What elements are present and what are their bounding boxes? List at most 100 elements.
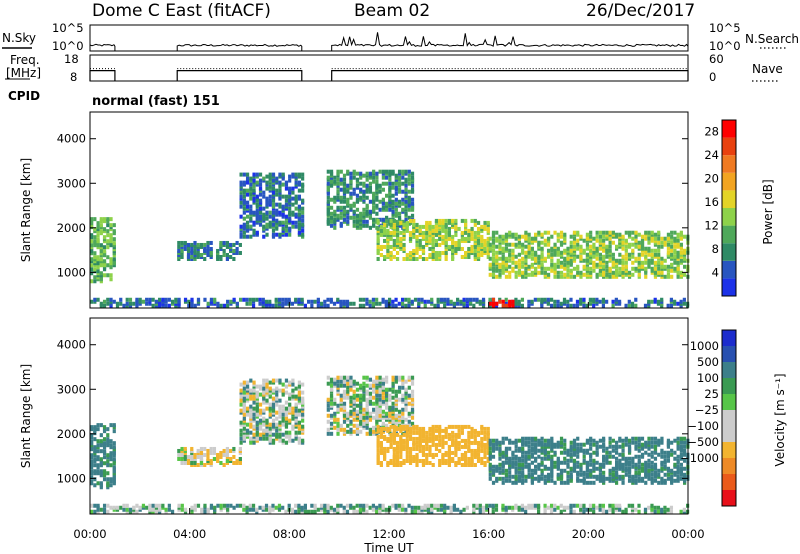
velocity-cell: [249, 396, 253, 401]
velocity-cell: [349, 411, 353, 416]
velocity-cell: [537, 442, 541, 447]
velocity-cell: [410, 421, 415, 426]
velocity-cell: [530, 468, 534, 473]
velocity-cell: [342, 505, 346, 510]
velocity-cell: [271, 402, 276, 407]
power-cell: [297, 299, 301, 304]
power-cell: [418, 238, 422, 243]
power-cell: [297, 208, 302, 213]
power-cell: [265, 232, 269, 237]
power-cell: [249, 196, 253, 201]
velocity-cell: [498, 448, 502, 453]
power-cell: [679, 299, 683, 304]
velocity-cell: [524, 442, 528, 447]
power-cell: [275, 178, 279, 183]
power-cell: [90, 217, 94, 222]
power-cell: [589, 234, 593, 239]
velocity-cell: [592, 462, 596, 467]
power-cell: [647, 240, 651, 245]
power-cell: [313, 299, 317, 304]
velocity-cell: [362, 425, 366, 430]
velocity-cell: [232, 460, 236, 465]
velocity-cell: [359, 385, 363, 390]
power-cell: [566, 264, 570, 269]
velocity-cell: [115, 507, 120, 512]
velocity-cell: [405, 440, 409, 445]
power-cell: [249, 234, 253, 239]
power-cell: [673, 250, 677, 255]
velocity-cell: [517, 466, 522, 471]
velocity-cell: [277, 505, 282, 510]
velocity-cell: [349, 403, 353, 408]
velocity-cell: [252, 432, 256, 437]
power-cell: [410, 201, 415, 206]
velocity-cell: [342, 509, 346, 514]
power-cell: [640, 264, 645, 269]
velocity-cell: [546, 474, 551, 479]
power-cell: [96, 263, 100, 268]
velocity-cell: [601, 509, 605, 514]
velocity-cell: [258, 432, 263, 437]
velocity-cell: [255, 404, 259, 409]
velocity-cell: [245, 384, 250, 389]
power-cell: [177, 252, 181, 257]
velocity-cell: [611, 472, 615, 477]
velocity-cell: [454, 438, 458, 443]
velocity-cell: [392, 434, 396, 439]
power-cell: [203, 297, 207, 302]
velocity-cell: [275, 422, 279, 427]
velocity-cell: [394, 417, 398, 422]
power-cell: [434, 220, 439, 225]
power-cell: [438, 254, 442, 259]
power-cell: [277, 303, 282, 308]
power-cell: [666, 236, 671, 241]
velocity-cell: [425, 430, 429, 435]
power-cell: [109, 239, 113, 244]
power-cell: [222, 252, 226, 257]
velocity-cell: [203, 452, 207, 457]
velocity-cell: [158, 503, 162, 508]
power-cell: [151, 303, 155, 308]
velocity-cell: [319, 505, 324, 510]
velocity-cell: [368, 393, 373, 398]
power-cell: [650, 234, 654, 239]
velocity-cell: [683, 450, 687, 455]
velocity-cell: [566, 450, 570, 455]
power-cell: [618, 270, 622, 275]
velocity-cell: [372, 383, 376, 388]
power-cell: [673, 240, 677, 245]
velocity-cell: [457, 432, 461, 437]
velocity-cell: [418, 438, 422, 443]
power-cell: [666, 254, 671, 259]
power-cell: [486, 254, 490, 259]
power-cell: [540, 252, 544, 257]
velocity-cell: [281, 404, 285, 409]
power-cell: [473, 236, 477, 241]
velocity-cell: [93, 469, 97, 474]
velocity-cell: [576, 476, 580, 481]
power-cell: [621, 270, 625, 275]
power-cell: [511, 260, 515, 265]
velocity-cell: [483, 444, 487, 449]
power-cell: [209, 252, 213, 257]
power-cell: [457, 226, 461, 231]
velocity-cell: [359, 411, 363, 416]
power-cell: [391, 299, 395, 304]
power-cell: [379, 252, 383, 257]
power-cell: [288, 186, 292, 191]
velocity-cell: [421, 426, 426, 431]
power-cell: [381, 201, 385, 206]
velocity-cell: [349, 427, 353, 432]
velocity-cell: [183, 507, 188, 512]
power-cell: [186, 252, 191, 257]
power-cell: [255, 196, 259, 201]
velocity-cell: [329, 401, 334, 406]
velocity-cell: [598, 444, 602, 449]
velocity-cell: [647, 464, 651, 469]
power-cell: [439, 297, 444, 302]
power-cell: [569, 248, 573, 253]
power-cell: [355, 197, 360, 202]
power-cell: [640, 238, 645, 243]
velocity-cell: [300, 509, 304, 514]
velocity-cell: [405, 446, 409, 451]
